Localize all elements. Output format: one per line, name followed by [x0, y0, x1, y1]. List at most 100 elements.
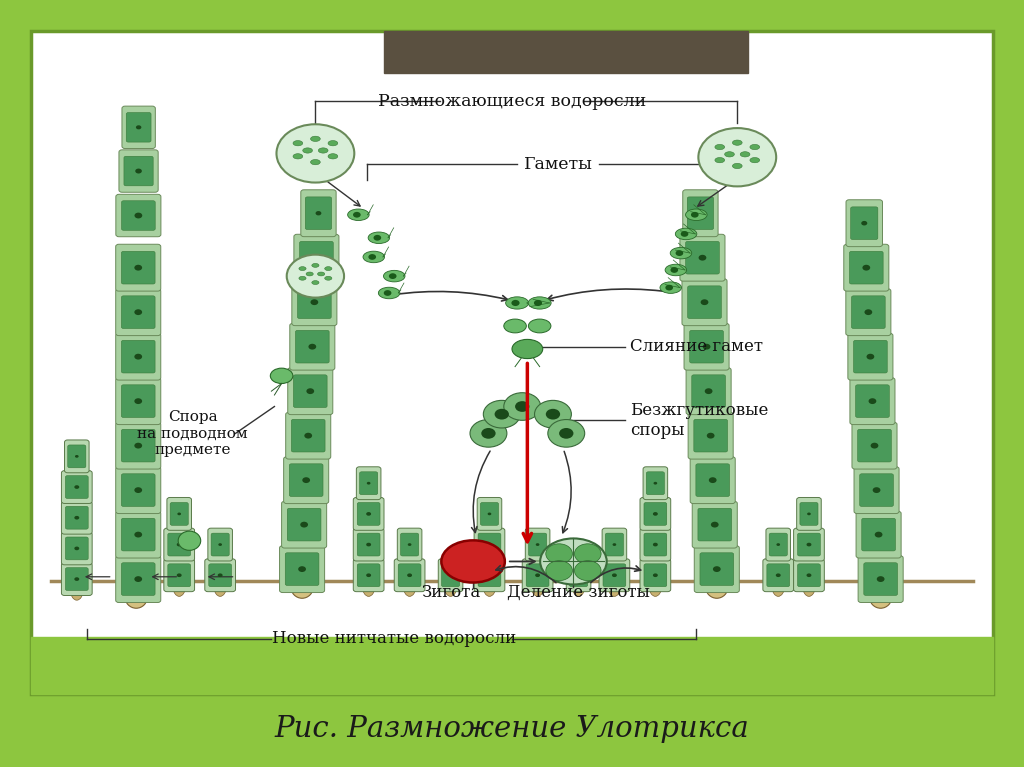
Circle shape: [574, 544, 601, 564]
Ellipse shape: [310, 160, 321, 165]
FancyBboxPatch shape: [798, 564, 820, 587]
Circle shape: [711, 522, 719, 528]
Circle shape: [300, 522, 308, 528]
FancyBboxPatch shape: [846, 199, 883, 247]
FancyBboxPatch shape: [682, 278, 727, 326]
Circle shape: [308, 344, 316, 350]
Ellipse shape: [732, 140, 742, 145]
Circle shape: [559, 428, 573, 439]
FancyBboxPatch shape: [66, 537, 88, 560]
Circle shape: [698, 255, 707, 261]
Circle shape: [384, 290, 391, 296]
Ellipse shape: [71, 581, 83, 600]
Circle shape: [577, 574, 581, 577]
FancyBboxPatch shape: [116, 422, 161, 469]
FancyBboxPatch shape: [353, 559, 384, 591]
FancyBboxPatch shape: [850, 252, 883, 284]
Circle shape: [546, 409, 560, 420]
FancyBboxPatch shape: [301, 189, 336, 237]
Ellipse shape: [528, 297, 551, 309]
Circle shape: [487, 512, 492, 515]
FancyBboxPatch shape: [211, 533, 229, 556]
Circle shape: [177, 543, 181, 546]
FancyBboxPatch shape: [528, 533, 547, 556]
Text: Спора
на подводном
предмете: Спора на подводном предмете: [137, 410, 248, 456]
Circle shape: [487, 543, 492, 546]
FancyBboxPatch shape: [850, 377, 895, 425]
FancyBboxPatch shape: [766, 528, 791, 561]
FancyBboxPatch shape: [280, 545, 325, 593]
Circle shape: [874, 532, 883, 538]
FancyBboxPatch shape: [168, 533, 190, 556]
Circle shape: [75, 486, 79, 489]
FancyBboxPatch shape: [690, 456, 735, 504]
FancyBboxPatch shape: [122, 341, 155, 373]
Ellipse shape: [303, 148, 312, 153]
Ellipse shape: [531, 578, 544, 597]
Ellipse shape: [347, 209, 370, 221]
FancyBboxPatch shape: [643, 467, 668, 499]
Circle shape: [612, 543, 616, 546]
FancyBboxPatch shape: [353, 498, 384, 530]
Circle shape: [408, 543, 412, 546]
FancyBboxPatch shape: [599, 559, 630, 591]
Ellipse shape: [706, 575, 728, 598]
Ellipse shape: [740, 152, 750, 157]
FancyBboxPatch shape: [298, 286, 331, 318]
Ellipse shape: [666, 264, 686, 276]
Circle shape: [306, 388, 314, 394]
FancyBboxPatch shape: [680, 234, 725, 281]
FancyBboxPatch shape: [116, 244, 161, 291]
FancyBboxPatch shape: [122, 106, 156, 149]
FancyBboxPatch shape: [357, 564, 380, 587]
Circle shape: [315, 211, 322, 216]
Ellipse shape: [483, 578, 496, 597]
Circle shape: [495, 409, 509, 420]
Ellipse shape: [506, 297, 528, 309]
Circle shape: [353, 212, 360, 218]
Circle shape: [705, 388, 713, 394]
Circle shape: [653, 482, 657, 485]
FancyBboxPatch shape: [122, 201, 156, 230]
Ellipse shape: [362, 252, 385, 262]
Ellipse shape: [772, 578, 784, 597]
Ellipse shape: [750, 144, 760, 150]
FancyBboxPatch shape: [286, 553, 318, 585]
Circle shape: [310, 299, 318, 305]
Bar: [31, 31, 993, 694]
Ellipse shape: [306, 272, 313, 276]
Circle shape: [574, 561, 601, 581]
FancyBboxPatch shape: [170, 502, 188, 525]
FancyBboxPatch shape: [394, 559, 425, 591]
Ellipse shape: [311, 281, 319, 285]
Circle shape: [470, 420, 507, 447]
FancyBboxPatch shape: [854, 341, 887, 373]
Circle shape: [367, 512, 371, 515]
FancyBboxPatch shape: [116, 194, 161, 237]
Circle shape: [75, 547, 79, 550]
Circle shape: [134, 212, 142, 219]
Text: Деление зиготы: Деление зиготы: [507, 584, 650, 601]
FancyBboxPatch shape: [640, 559, 671, 591]
Circle shape: [776, 543, 780, 546]
FancyBboxPatch shape: [288, 367, 333, 415]
Ellipse shape: [317, 272, 325, 276]
FancyBboxPatch shape: [294, 375, 327, 407]
Ellipse shape: [660, 282, 682, 294]
FancyBboxPatch shape: [522, 559, 553, 591]
FancyBboxPatch shape: [300, 242, 333, 274]
Ellipse shape: [173, 578, 185, 597]
Ellipse shape: [291, 575, 313, 598]
FancyBboxPatch shape: [646, 472, 665, 495]
Circle shape: [700, 299, 709, 305]
FancyBboxPatch shape: [797, 498, 821, 530]
FancyBboxPatch shape: [686, 242, 719, 274]
Ellipse shape: [214, 578, 226, 597]
FancyBboxPatch shape: [852, 296, 885, 328]
Circle shape: [653, 574, 657, 577]
FancyBboxPatch shape: [688, 286, 721, 318]
Circle shape: [697, 211, 703, 216]
FancyBboxPatch shape: [290, 323, 335, 370]
Circle shape: [134, 576, 142, 582]
Circle shape: [449, 574, 453, 577]
